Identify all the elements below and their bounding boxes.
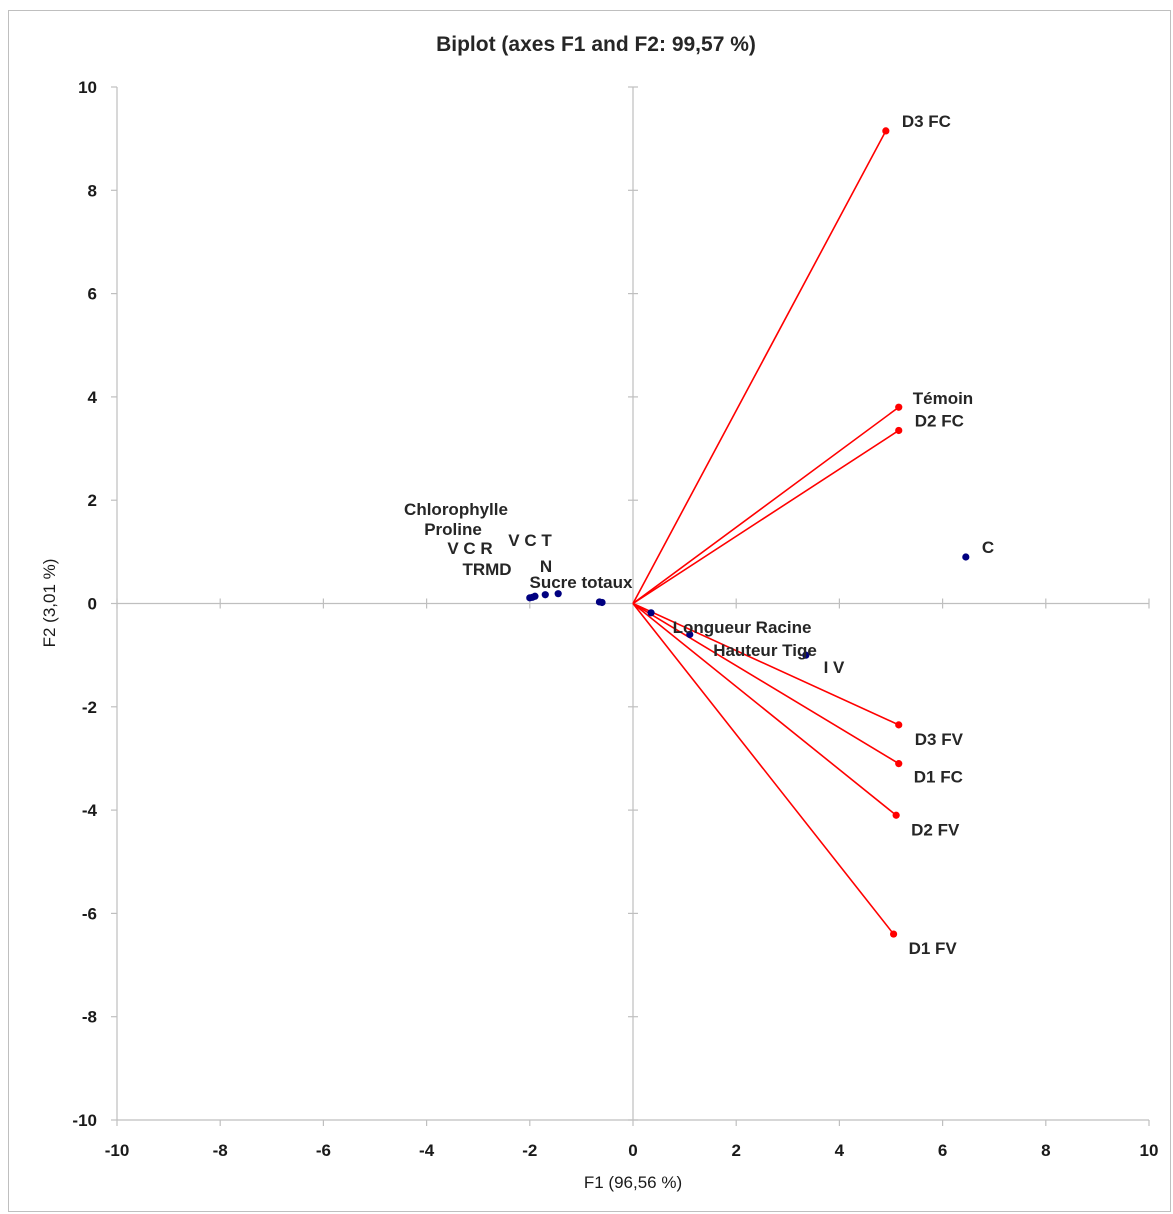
observation-label: Sucre totaux (530, 573, 634, 592)
vector-line (632, 130, 887, 604)
vector-line (632, 602, 900, 726)
observation-label: C (982, 538, 994, 557)
observation-point (686, 630, 694, 639)
vector-line (632, 429, 900, 605)
y-tick-label: -4 (82, 801, 98, 820)
x-tick-label: 10 (1140, 1141, 1159, 1160)
vector-label: D1 FV (909, 939, 958, 958)
vector-label: D2 FC (915, 411, 964, 430)
y-tick-label: 6 (88, 285, 97, 304)
observation-label: TRMD (462, 560, 511, 579)
observation-label: V C T (508, 531, 552, 550)
vector-endpoint (895, 426, 903, 435)
y-tick-label: -2 (82, 698, 97, 717)
observation-point (554, 590, 562, 598)
x-tick-label: 2 (731, 1141, 740, 1160)
observation-point (598, 598, 606, 607)
observation-label: I V (824, 658, 845, 677)
x-tick-label: -6 (316, 1141, 331, 1160)
y-tick-label: -6 (82, 904, 97, 923)
observation-label: Hauteur Tige (713, 641, 817, 660)
y-tick-label: -10 (72, 1111, 97, 1130)
vector-label: D1 FC (914, 768, 963, 787)
y-tick-label: 8 (88, 181, 97, 200)
y-tick-label: -8 (82, 1008, 97, 1027)
y-tick-label: 10 (78, 78, 97, 97)
vector-label: D2 FV (911, 820, 960, 839)
vector-endpoint (892, 811, 900, 819)
observation-point (962, 553, 970, 561)
observation-point (541, 591, 549, 599)
x-tick-label: 4 (835, 1141, 845, 1160)
chart-title: Biplot (axes F1 and F2: 99,57 %) (436, 33, 756, 56)
x-tick-label: -8 (213, 1141, 228, 1160)
vector-endpoint (895, 760, 903, 768)
y-tick-label: 4 (88, 388, 98, 407)
vector-line (632, 603, 895, 935)
vector-line (632, 406, 900, 605)
vector-endpoint (895, 721, 903, 729)
x-axis-title: F1 (96,56 %) (584, 1173, 682, 1192)
x-tick-label: 6 (938, 1141, 947, 1160)
y-tick-label: 0 (88, 595, 97, 614)
vector-endpoint (889, 930, 898, 938)
vector-line (632, 602, 897, 816)
observation-label: V C R (447, 539, 492, 558)
observation-point (647, 609, 655, 617)
chart-frame (8, 10, 1171, 1212)
observation-point (802, 651, 810, 659)
y-axis-title: F2 (3,01 %) (40, 559, 59, 648)
x-tick-label: -10 (105, 1141, 130, 1160)
vector-line (632, 602, 900, 765)
vector-label: Témoin (913, 389, 973, 408)
observation-label: N (540, 557, 552, 576)
vector-endpoint (895, 403, 903, 411)
x-tick-label: -2 (522, 1141, 537, 1160)
vector-label: D3 FC (902, 112, 951, 131)
y-tick-label: 2 (88, 491, 97, 510)
x-tick-label: 8 (1041, 1141, 1050, 1160)
x-tick-label: -4 (419, 1141, 435, 1160)
vector-endpoint (882, 127, 890, 135)
plot-area: -10 -8 -6 -4 -2 0 2 4 6 8 10 -10 -8 -6 -4 -2 0 2 4 6 8 10 D3 F… (72, 78, 1158, 1160)
observation-label: Longueur Racine (673, 618, 812, 637)
x-tick-label: 0 (628, 1141, 637, 1160)
vector-label: D3 FV (915, 730, 964, 749)
observation-label: Proline (424, 520, 482, 539)
observation-label: Chlorophylle (404, 500, 508, 519)
observation-point (526, 594, 534, 602)
